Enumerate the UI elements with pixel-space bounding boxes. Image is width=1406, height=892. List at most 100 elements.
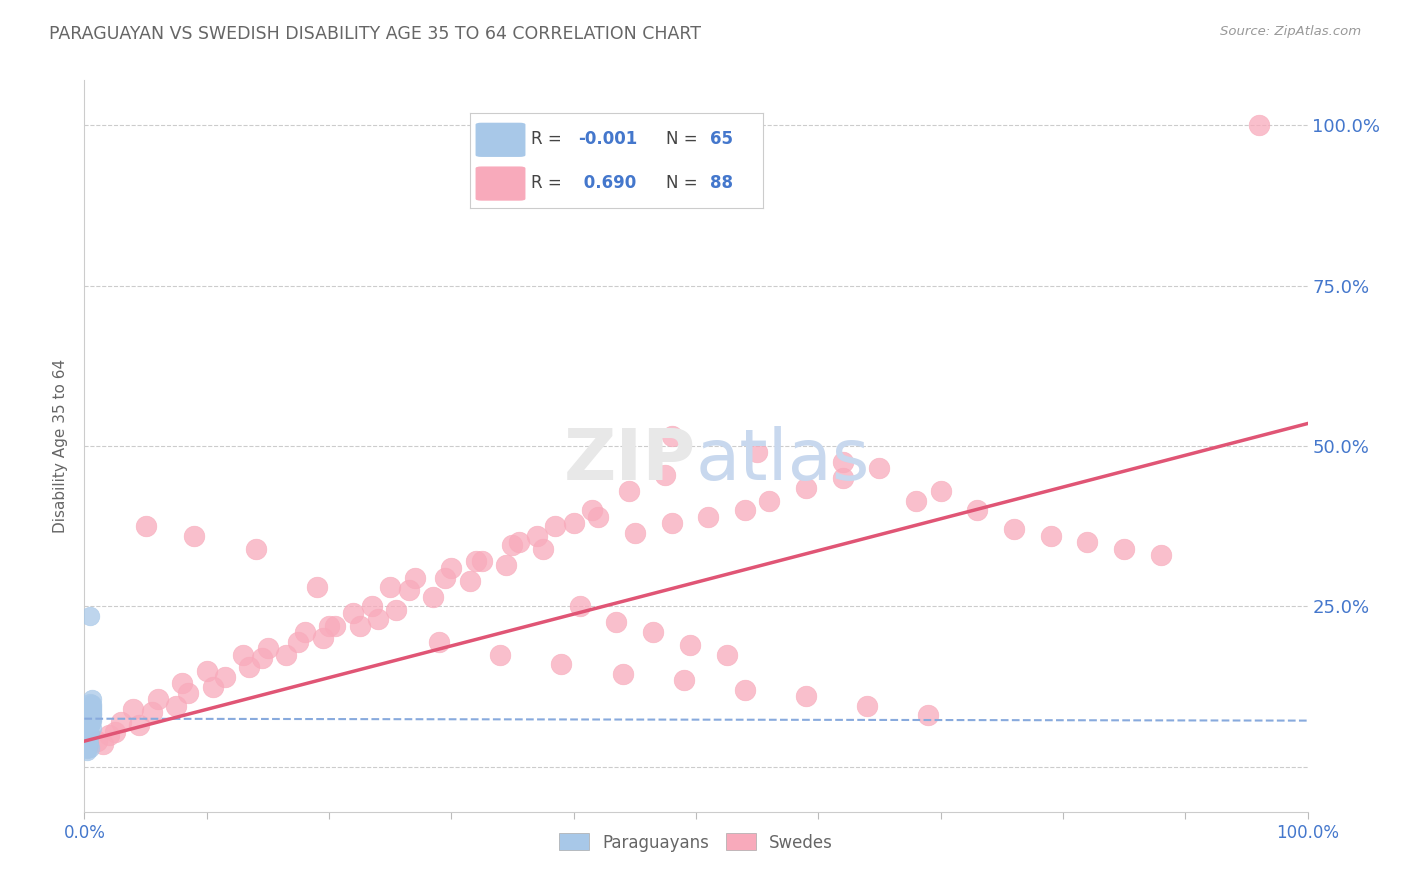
Point	[294, 625, 316, 640]
Point	[661, 516, 683, 530]
Point	[146, 692, 169, 706]
Point	[79, 696, 101, 710]
Point	[612, 666, 634, 681]
Point	[77, 724, 100, 739]
Point	[77, 728, 100, 742]
Point	[250, 650, 273, 665]
Point	[716, 648, 738, 662]
Point	[79, 609, 101, 624]
Point	[79, 716, 101, 731]
Point	[1039, 529, 1062, 543]
Point	[79, 740, 101, 755]
Point	[79, 702, 101, 716]
Point	[398, 583, 420, 598]
Point	[508, 535, 530, 549]
Point	[77, 728, 100, 742]
Point	[605, 615, 627, 630]
Point	[104, 724, 127, 739]
Point	[141, 706, 163, 720]
Legend: Paraguayans, Swedes: Paraguayans, Swedes	[553, 827, 839, 858]
Point	[77, 734, 100, 748]
Point	[77, 719, 100, 733]
Point	[323, 618, 346, 632]
Point	[79, 710, 101, 724]
Point	[360, 599, 382, 614]
Point	[831, 471, 853, 485]
Point	[76, 740, 98, 755]
Point	[80, 697, 103, 711]
Point	[581, 503, 603, 517]
Point	[349, 618, 371, 632]
Point	[79, 714, 101, 729]
Point	[77, 718, 100, 732]
Point	[77, 732, 100, 747]
Point	[758, 493, 780, 508]
Point	[568, 599, 591, 614]
Point	[110, 714, 132, 729]
Point	[172, 676, 194, 690]
Point	[177, 686, 200, 700]
Point	[86, 734, 108, 748]
Point	[77, 729, 100, 743]
Point	[77, 714, 100, 729]
Point	[77, 720, 100, 734]
Point	[77, 726, 100, 740]
Point	[531, 541, 554, 556]
Text: atlas: atlas	[696, 426, 870, 495]
Point	[77, 724, 100, 739]
Point	[794, 690, 817, 704]
Point	[77, 708, 100, 723]
Point	[734, 682, 756, 697]
Point	[1114, 541, 1136, 556]
Point	[276, 648, 298, 662]
Point	[76, 742, 98, 756]
Point	[856, 698, 879, 713]
Point	[77, 729, 100, 743]
Point	[661, 429, 683, 443]
Point	[458, 574, 481, 588]
Point	[201, 680, 224, 694]
Point	[380, 580, 402, 594]
Point	[257, 641, 280, 656]
Point	[80, 698, 103, 713]
Point	[77, 734, 100, 748]
Point	[77, 732, 100, 747]
Point	[79, 714, 101, 728]
Text: Source: ZipAtlas.com: Source: ZipAtlas.com	[1220, 25, 1361, 38]
Point	[422, 590, 444, 604]
Point	[404, 570, 426, 584]
Point	[367, 612, 389, 626]
Point	[79, 716, 101, 731]
Point	[79, 707, 101, 722]
Point	[79, 714, 101, 728]
Point	[679, 638, 702, 652]
Point	[232, 648, 254, 662]
Point	[434, 570, 457, 584]
Point	[312, 632, 335, 646]
Point	[79, 698, 101, 713]
Point	[77, 718, 100, 732]
Point	[966, 503, 988, 517]
Point	[464, 554, 486, 568]
Point	[929, 483, 952, 498]
Point	[122, 702, 145, 716]
Point	[77, 726, 100, 740]
Point	[128, 718, 150, 732]
Point	[80, 706, 103, 720]
Point	[502, 538, 524, 552]
Point	[76, 734, 98, 748]
Point	[318, 618, 340, 632]
Point	[80, 703, 103, 717]
Point	[77, 731, 100, 745]
Point	[77, 724, 100, 739]
Point	[79, 716, 101, 731]
Point	[76, 739, 98, 753]
Point	[77, 706, 100, 720]
Point	[305, 580, 328, 594]
Point	[77, 731, 100, 745]
Point	[79, 718, 101, 732]
Point	[734, 503, 756, 517]
Point	[80, 692, 103, 706]
Point	[77, 721, 100, 735]
Point	[869, 461, 891, 475]
